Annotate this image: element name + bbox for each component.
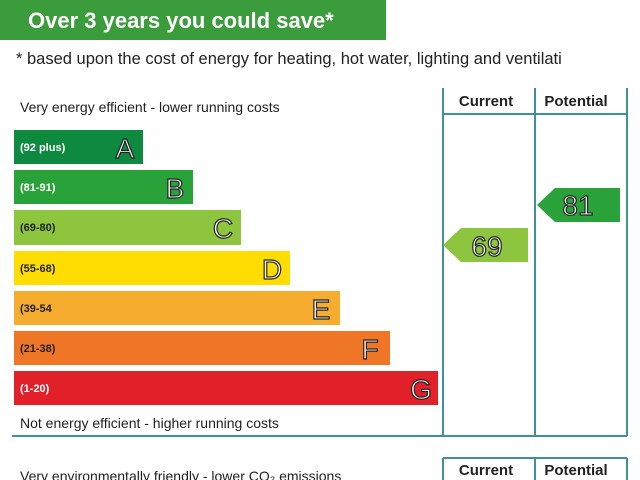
band-letter: C xyxy=(213,213,233,244)
bottom-label: Not energy efficient - higher running co… xyxy=(20,415,279,431)
band-letter: D xyxy=(262,254,282,285)
current-rating: 69 xyxy=(471,231,502,262)
header-bar xyxy=(0,0,386,40)
column-header: Current xyxy=(459,462,513,479)
band-letter: A xyxy=(116,133,135,164)
column-header: Potential xyxy=(544,462,607,479)
potential-rating: 81 xyxy=(562,190,593,221)
band-range: (92 plus) xyxy=(20,142,66,154)
current-arrow xyxy=(443,228,528,262)
column-header: Potential xyxy=(544,93,607,110)
band xyxy=(14,371,438,405)
band-range: (21-38) xyxy=(20,343,56,355)
band xyxy=(14,210,241,245)
top-label: Very energy efficient - lower running co… xyxy=(20,99,280,115)
band-range: (1-20) xyxy=(20,383,50,395)
band-letter: G xyxy=(410,374,432,405)
band-letter: E xyxy=(312,294,331,325)
column-header: Current xyxy=(459,93,513,110)
band-range: (55-68) xyxy=(20,263,56,275)
band-letter: F xyxy=(361,334,378,365)
band xyxy=(14,170,193,204)
band-range: (39-54 xyxy=(20,303,53,315)
band-range: (69-80) xyxy=(20,222,56,234)
header-title: Over 3 years you could save* xyxy=(28,8,334,33)
band-range: (81-91) xyxy=(20,182,56,194)
band xyxy=(14,291,340,325)
band xyxy=(14,130,143,164)
note: * based upon the cost of energy for heat… xyxy=(16,50,562,68)
band xyxy=(14,331,390,365)
potential-arrow xyxy=(537,188,620,222)
band xyxy=(14,251,290,285)
top-label: Very environmentally friendly - lower CO… xyxy=(20,468,341,480)
band-letter: B xyxy=(166,173,185,204)
